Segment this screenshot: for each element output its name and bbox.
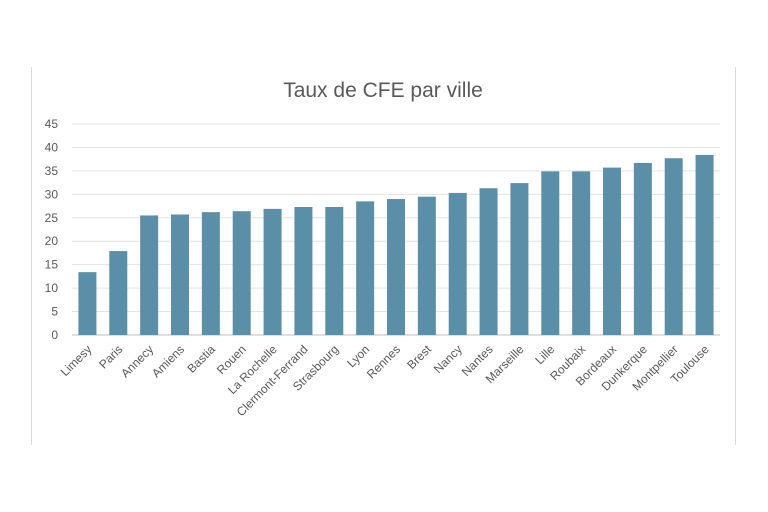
- bar: [695, 154, 714, 335]
- x-category-label: Amiens: [149, 342, 187, 380]
- bar: [325, 206, 344, 335]
- x-category-label: Brest: [404, 342, 434, 372]
- y-tick-label: 40: [45, 140, 59, 154]
- bar: [510, 183, 529, 335]
- bar: [201, 212, 220, 335]
- bar: [171, 214, 189, 335]
- y-axis-ticks: 0 5 10 15 20 25 30 35 40 45: [45, 117, 59, 342]
- x-category-label: Bastia: [184, 342, 218, 376]
- y-tick-label: 5: [51, 305, 58, 319]
- y-tick-label: 45: [45, 117, 59, 131]
- frame-left-edge: [31, 67, 32, 445]
- bar: [541, 171, 560, 335]
- bar: [448, 192, 467, 335]
- y-tick-label: 0: [51, 328, 58, 342]
- bar: [356, 201, 375, 335]
- bar: [387, 199, 405, 335]
- y-tick-label: 20: [45, 234, 59, 248]
- y-tick-label: 30: [45, 187, 59, 201]
- x-category-label: Annecy: [118, 342, 156, 380]
- frame-right-edge: [735, 67, 736, 445]
- bar: [633, 162, 652, 335]
- bar: [294, 206, 313, 335]
- bar: [232, 211, 251, 335]
- y-tick-label: 10: [45, 281, 59, 295]
- bars: [78, 154, 714, 335]
- bar: [109, 251, 128, 335]
- bar: [664, 158, 683, 335]
- chart-title: Taux de CFE par ville: [283, 79, 483, 102]
- bar: [140, 215, 159, 335]
- y-tick-label: 35: [45, 164, 59, 178]
- y-tick-label: 15: [45, 258, 59, 272]
- y-tick-label: 25: [45, 211, 59, 225]
- x-category-label: Rennes: [364, 342, 403, 381]
- bar: [572, 171, 591, 335]
- bar: [479, 188, 498, 335]
- x-category-label: Limesy: [58, 342, 95, 379]
- bar: [78, 272, 97, 335]
- bar: [417, 196, 436, 335]
- bar: [603, 167, 621, 335]
- x-category-label: Lille: [532, 342, 557, 367]
- bar: [263, 208, 282, 335]
